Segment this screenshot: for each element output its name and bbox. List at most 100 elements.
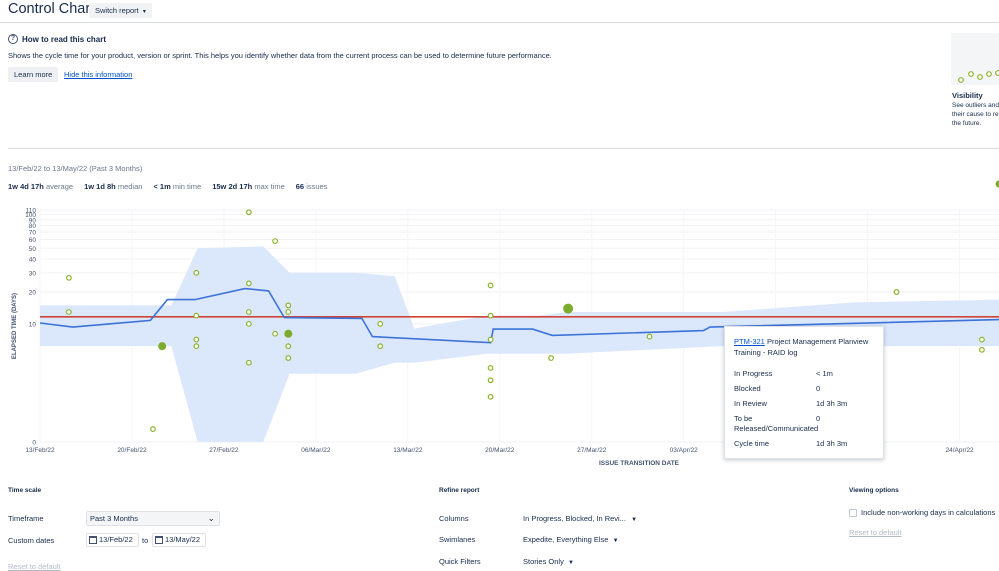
caret-down-icon: ▼ — [631, 517, 638, 523]
y-tick-label: 20 — [29, 290, 37, 297]
issue-point[interactable] — [245, 309, 252, 315]
issue-point[interactable] — [646, 333, 653, 340]
summary-stats: 1w 4d 17h average 1w 1d 8h median < 1m m… — [8, 182, 327, 191]
how-to-read-title: How to read this chart — [22, 34, 107, 44]
rolling-average-line — [39, 287, 999, 344]
issue-point[interactable] — [193, 269, 200, 276]
issue-point[interactable] — [487, 336, 494, 343]
x-tick-label: 20/Mar/22 — [485, 447, 515, 454]
issue-point[interactable] — [193, 312, 200, 319]
issue-point[interactable] — [245, 209, 252, 216]
viewing-options-reset-link[interactable]: Reset to default — [849, 528, 902, 537]
tooltip-row-label: Cycle time — [734, 439, 770, 448]
x-tick-label: 03/Apr/22 — [670, 447, 699, 454]
tooltip-row-label: In Progress — [734, 369, 773, 378]
switch-report-button[interactable]: Switch report ▾ — [89, 3, 152, 18]
issue-point[interactable] — [245, 320, 252, 327]
tooltip-row: Blocked 0 — [734, 384, 874, 394]
issue-point[interactable] — [487, 365, 494, 371]
issue-point[interactable] — [193, 336, 200, 343]
y-tick-label: 40 — [29, 257, 37, 264]
issue-point[interactable] — [245, 359, 252, 366]
learn-more-button[interactable]: Learn more — [8, 67, 59, 82]
y-tick-label: 50 — [29, 246, 37, 253]
y-tick-label: 100 — [25, 212, 36, 219]
tooltip-row-value: 0 — [816, 414, 821, 423]
y-tick-label: 80 — [29, 223, 37, 230]
quick-filters-label: Quick Filters — [439, 557, 481, 566]
tooltip-issue-key[interactable]: PTM-321 — [734, 337, 765, 346]
issue-point[interactable] — [979, 346, 985, 353]
issue-point[interactable] — [487, 312, 494, 319]
tooltip-row: In Review 1d 3h 3m — [734, 399, 874, 409]
issue-point[interactable] — [979, 336, 985, 343]
chevron-down-icon: ⌄ — [207, 513, 215, 523]
tooltip-title: PTM-321 Project Management Planview Trai… — [734, 336, 874, 358]
to-date-value: 13/May/22 — [165, 535, 201, 544]
issue-point[interactable] — [487, 377, 494, 384]
switch-report-label: Switch report — [95, 6, 139, 15]
quick-filters-dropdown[interactable]: Stories Only ▼ — [523, 557, 574, 566]
y-tick-label: 30 — [29, 270, 37, 277]
issue-point[interactable] — [272, 238, 279, 245]
tooltip-row-value: < 1m — [816, 369, 833, 378]
y-tick-label: 90 — [29, 217, 37, 224]
issue-point[interactable] — [487, 393, 494, 400]
y-tick-label: 60 — [29, 237, 37, 244]
to-date-input[interactable]: 13/May/22 — [152, 533, 206, 547]
swimlanes-dropdown[interactable]: Expedite, Everything Else ▼ — [523, 535, 619, 544]
cluster-point[interactable] — [284, 329, 293, 338]
timeframe-value: Past 3 Months — [90, 514, 138, 523]
x-tick-label: 06/Mar/22 — [301, 447, 331, 454]
timeframe-select[interactable]: Past 3 Months ⌄ — [86, 511, 220, 526]
issue-point[interactable] — [285, 355, 292, 361]
hide-information-link[interactable]: Hide this information — [64, 70, 133, 79]
calendar-icon — [155, 536, 163, 544]
offscreen-point — [995, 180, 999, 188]
stat-average: 1w 4d 17h average — [8, 182, 74, 191]
issue-point[interactable] — [245, 280, 252, 287]
x-tick-label: 24/Apr/22 — [945, 447, 974, 454]
from-date-input[interactable]: 13/Feb/22 — [86, 533, 139, 547]
timeframe-label: Timeframe — [8, 514, 44, 523]
issue-tooltip: PTM-321 Project Management Planview Trai… — [724, 326, 884, 459]
visibility-illustration — [951, 33, 999, 85]
issue-point[interactable] — [150, 426, 156, 432]
time-scale-reset-link[interactable]: Reset to default — [8, 562, 61, 571]
issue-point[interactable] — [548, 355, 554, 361]
non-working-days-checkbox[interactable] — [849, 508, 857, 517]
x-tick-label: 20/Feb/22 — [117, 447, 147, 454]
issue-point[interactable] — [377, 343, 384, 350]
issue-point[interactable] — [285, 343, 292, 350]
non-working-days-option[interactable]: Include non-working days in calculations — [849, 508, 995, 517]
cluster-point[interactable] — [158, 342, 167, 351]
custom-dates-label: Custom dates — [8, 536, 55, 545]
non-working-days-label: Include non-working days in calculations — [861, 508, 996, 517]
rolling-average-path — [39, 287, 999, 344]
issue-point[interactable] — [66, 309, 72, 315]
illustration-dots — [958, 70, 999, 83]
columns-dropdown[interactable]: In Progress, Blocked, In Revi... ▼ — [523, 514, 637, 523]
issue-point[interactable] — [487, 282, 494, 289]
issue-point[interactable] — [377, 320, 384, 327]
stat-issues: 66 issues — [295, 182, 328, 191]
tooltip-issue-summary: Project Management Planview Training - R… — [734, 337, 869, 357]
cluster-point[interactable] — [563, 303, 574, 314]
y-tick-label: 0 — [32, 440, 36, 447]
tooltip-row: In Progress < 1m — [734, 369, 874, 379]
issue-point[interactable] — [893, 289, 900, 295]
issue-point[interactable] — [285, 309, 292, 315]
issue-point[interactable] — [66, 274, 72, 281]
caret-down-icon: ▼ — [612, 538, 619, 544]
from-date-value: 13/Feb/22 — [99, 535, 133, 544]
std-deviation-band — [40, 246, 999, 442]
issue-point[interactable] — [193, 343, 200, 350]
issue-point[interactable] — [272, 330, 279, 337]
time-scale-title: Time scale — [8, 487, 42, 494]
swimlanes-value: Expedite, Everything Else — [523, 535, 609, 544]
x-tick-label: 27/Mar/22 — [577, 447, 607, 454]
y-tick-label: 110 — [26, 208, 37, 215]
page-title: Control Chart — [8, 1, 95, 17]
issue-point[interactable] — [285, 302, 292, 309]
